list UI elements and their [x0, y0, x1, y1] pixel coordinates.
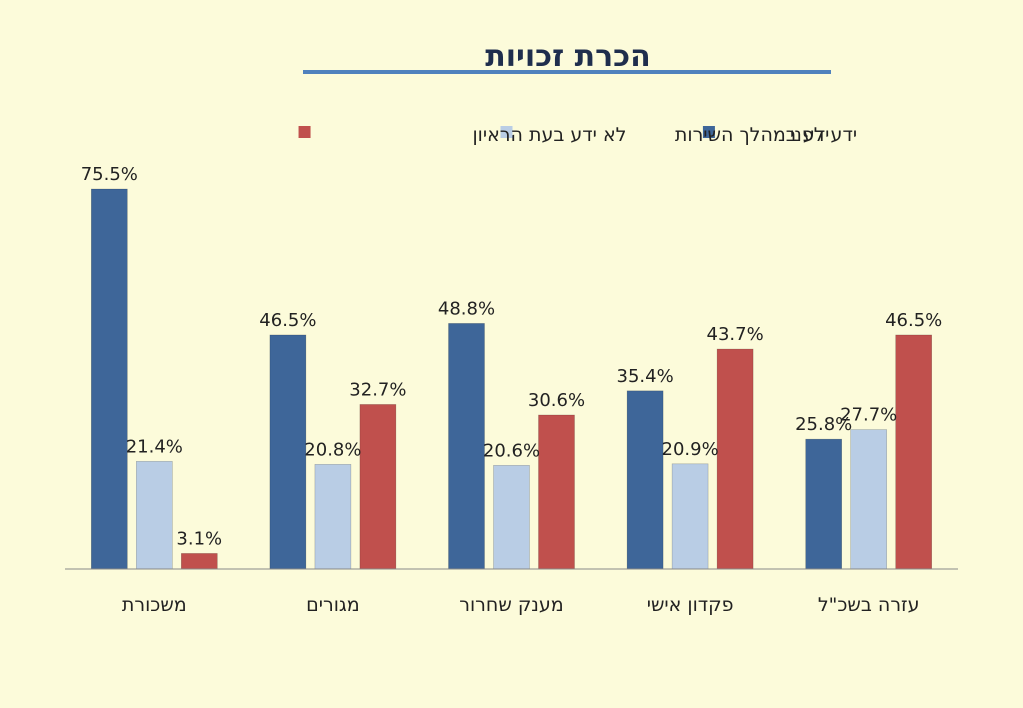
category-label-4: פקדון אישי: [647, 594, 734, 616]
value-label-2-4: 20.9%: [662, 439, 719, 460]
bar-2-1: [136, 460, 173, 570]
bar-3-1: [181, 553, 218, 570]
bar-2-3: [493, 465, 530, 570]
value-label-2-3: 20.6%: [483, 440, 540, 461]
bar-3-3: [538, 414, 575, 570]
bar-3-2: [359, 404, 397, 570]
bar-1-3: [448, 323, 485, 570]
value-label-2-1: 21.4%: [126, 436, 183, 457]
value-label-2-2: 20.8%: [304, 439, 361, 460]
value-labels-group: 75.5% 21.4% 3.1% 46.5% 20.8% 32.7% 48.8% 20.6% 3…: [81, 164, 943, 549]
legend-label-1: ידע לפני: [790, 124, 857, 146]
bar-3-5: [895, 334, 933, 570]
bars-group: [91, 188, 933, 570]
bar-1-5: [805, 438, 843, 570]
value-label-1-2: 46.5%: [259, 310, 316, 331]
category-label-3: מענק שחרור: [459, 594, 563, 616]
value-label-3-2: 32.7%: [349, 379, 406, 400]
value-label-2-5: 27.7%: [840, 405, 897, 426]
category-label-2: מגורים: [306, 594, 360, 616]
legend-marker-3: [298, 126, 311, 138]
bar-3-4: [716, 348, 754, 570]
bar-2-4: [671, 463, 709, 570]
category-labels-group: משכורת מגורים מענק שחרור פקדון אישי עזרה בשכ…: [122, 594, 920, 616]
legend-marker-1: [702, 126, 715, 138]
bar-1-2: [269, 334, 307, 570]
legend-label-3: לא ידע בעת הראיון: [473, 124, 627, 146]
value-label-3-5: 46.5%: [885, 310, 942, 331]
value-label-1-3: 48.8%: [438, 298, 495, 319]
legend-label-2: ידע במהלך השירות: [675, 124, 829, 146]
bar-2-2: [314, 464, 352, 570]
value-label-3-4: 43.7%: [707, 324, 764, 345]
category-label-1: משכורת: [122, 594, 187, 616]
legend-marker-2: [500, 126, 513, 138]
value-label-3-3: 30.6%: [528, 390, 585, 411]
value-label-3-1: 3.1%: [176, 528, 222, 549]
category-label-5: עזרה בשכ"ל: [818, 594, 920, 616]
bar-2-5: [850, 429, 888, 570]
bar-1-1: [91, 188, 128, 570]
value-label-1-1: 75.5%: [81, 164, 138, 185]
value-label-1-4: 35.4%: [617, 366, 674, 387]
chart-title: הכרת זכויות: [485, 39, 651, 74]
bar-1-4: [626, 390, 664, 570]
value-label-1-5: 25.8%: [795, 414, 852, 435]
